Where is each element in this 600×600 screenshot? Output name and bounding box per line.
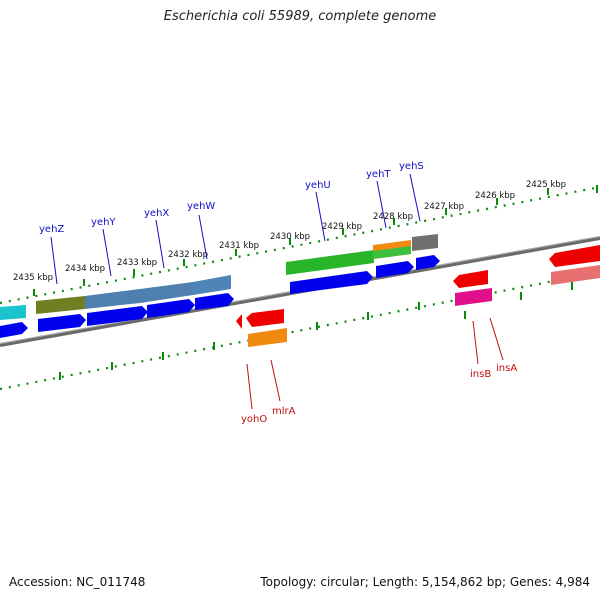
- scale-label: 2429 kbp: [322, 222, 362, 232]
- gene-block-yehX[interactable]: [140, 282, 193, 303]
- gene-block-insA[interactable]: [455, 288, 492, 306]
- scale-major-ticks: [33, 185, 598, 296]
- reverse-label-leaders: [246, 317, 504, 410]
- accession-text: Accession: NC_011748: [9, 575, 146, 589]
- gene-arrow-insB[interactable]: [453, 270, 488, 288]
- cds-arrow[interactable]: [376, 261, 414, 278]
- scale-label: 2433 kbp: [117, 258, 157, 268]
- gene-track-reverse: [236, 245, 600, 347]
- gene-label-yehX[interactable]: yehX: [144, 208, 169, 219]
- gene-label-yehS[interactable]: yehS: [399, 161, 424, 172]
- gene-block-yehS[interactable]: [412, 234, 438, 251]
- cds-arrow[interactable]: [87, 306, 148, 326]
- gene-block-yehU[interactable]: [286, 250, 374, 275]
- gene-block-yehW[interactable]: [193, 275, 231, 295]
- scale-label: 2425 kbp: [526, 180, 566, 190]
- cds-arrow[interactable]: [290, 271, 373, 294]
- gene-arrow-right-red[interactable]: [549, 245, 600, 267]
- gene-label-insB[interactable]: insB: [470, 369, 491, 380]
- gene-block-mlrA[interactable]: [248, 328, 287, 347]
- gene-label-yehY[interactable]: yehY: [91, 217, 116, 228]
- gene-block-yehT-green[interactable]: [373, 246, 411, 259]
- gene-label-mlrA[interactable]: mlrA: [272, 406, 296, 417]
- gene-label-yehT[interactable]: yehT: [366, 169, 391, 180]
- forward-label-leaders: [50, 173, 421, 285]
- gene-block-left-cyan[interactable]: [0, 305, 26, 320]
- gene-block-yehZ[interactable]: [36, 296, 85, 314]
- gene-label-yohO[interactable]: yohO: [241, 414, 267, 425]
- gene-label-insA[interactable]: insA: [496, 363, 517, 374]
- gene-block-right-pink[interactable]: [551, 265, 600, 285]
- scale-label: 2426 kbp: [475, 191, 515, 201]
- scale-labels: 2435 kbp 2434 kbp 2433 kbp 2432 kbp 2431…: [13, 180, 566, 283]
- cds-arrow[interactable]: [147, 299, 195, 318]
- gene-block-yehY[interactable]: [85, 289, 140, 309]
- reverse-gene-labels: yohO mlrA insB insA: [241, 363, 517, 425]
- scale-label: 2432 kbp: [168, 250, 208, 260]
- cds-arrow[interactable]: [416, 255, 440, 270]
- scale-label: 2435 kbp: [13, 273, 53, 283]
- gene-arrow-reverse-red[interactable]: [246, 309, 284, 327]
- cds-arrow[interactable]: [0, 322, 28, 338]
- cds-arrow[interactable]: [38, 314, 86, 332]
- cds-track-forward: [0, 255, 440, 338]
- gene-arrow-yohO[interactable]: [236, 314, 242, 329]
- cds-arrow[interactable]: [195, 293, 234, 310]
- scale-label: 2428 kbp: [373, 212, 413, 222]
- scale-label: 2431 kbp: [219, 241, 259, 251]
- map-title: Escherichia coli 55989, complete genome: [163, 9, 437, 24]
- scale-label: 2434 kbp: [65, 264, 105, 274]
- gene-label-yehW[interactable]: yehW: [187, 201, 215, 212]
- gene-label-yehU[interactable]: yehU: [305, 180, 331, 191]
- scale-label: 2427 kbp: [424, 202, 464, 212]
- genome-summary-text: Topology: circular; Length: 5,154,862 bp…: [260, 575, 590, 589]
- scale-label: 2430 kbp: [270, 232, 310, 242]
- gene-label-yehZ[interactable]: yehZ: [39, 224, 64, 235]
- forward-gene-labels: yehZ yehY yehX yehW yehU yehT yehS: [39, 161, 424, 235]
- gene-track-forward: [0, 234, 438, 320]
